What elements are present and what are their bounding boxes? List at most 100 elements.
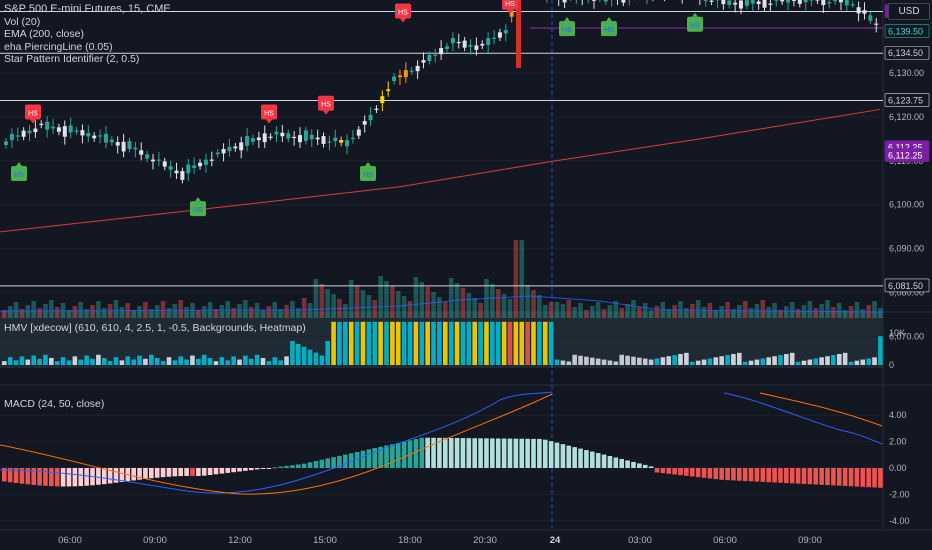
macd-histogram-bar [701, 468, 707, 478]
hmv-bar [595, 358, 601, 365]
volume-bar [443, 302, 448, 318]
volume-bar [678, 301, 683, 318]
pattern-marker-label: HS [321, 102, 331, 109]
macd-histogram-bar [13, 468, 19, 483]
hmv-bar [731, 353, 736, 365]
macd-legend[interactable]: MACD (24, 50, close) [4, 398, 105, 410]
pattern-marker-label: HS [264, 111, 274, 118]
macd-histogram-bar [666, 468, 672, 474]
hmv-bar [684, 352, 689, 365]
hmv-bar [301, 346, 307, 365]
macd-histogram-bar [478, 438, 483, 468]
macd-histogram-bar [572, 447, 577, 468]
candle-body [815, 0, 820, 1]
volume-bar [831, 307, 836, 318]
macd-histogram-bar [490, 438, 495, 468]
hmv-bar [437, 321, 442, 365]
macd-histogram-bar [166, 468, 172, 477]
price-label-text: 6,134.50 [888, 48, 923, 58]
hmv-bar [354, 321, 360, 365]
hmv-bar [419, 321, 425, 365]
pattern-marker-label: HS [398, 10, 408, 17]
volume-bar [343, 304, 348, 318]
candle-body [456, 41, 461, 44]
hmv-bar [707, 358, 713, 365]
hmv-bar [378, 321, 383, 365]
candle-body [409, 70, 414, 72]
candle-body [139, 150, 144, 155]
candle-body [274, 131, 279, 135]
candle-body [68, 125, 73, 133]
candle-body [33, 128, 38, 133]
candle-body [121, 141, 126, 152]
pattern-marker-label: HS [690, 23, 700, 30]
volume-bar [466, 293, 472, 318]
candle-body [250, 138, 255, 142]
volume-bar [689, 304, 695, 318]
hmv-bar [848, 361, 854, 365]
hmv-bar [531, 321, 536, 365]
indicator-ema[interactable]: EMA (200, close) [4, 28, 84, 40]
symbol-title[interactable]: S&P 500 E-mini Futures, 15, CME [4, 3, 171, 15]
currency-button[interactable]: USD [888, 3, 930, 20]
volume-bar [519, 240, 525, 318]
macd-histogram-bar [2, 468, 7, 482]
candle-body [80, 130, 85, 136]
candle-body [809, 0, 814, 1]
macd-histogram-bar [149, 468, 154, 479]
macd-histogram-bar [196, 468, 201, 477]
volume-bar [178, 300, 183, 318]
macd-histogram-bar [307, 462, 313, 468]
volume-bar [360, 290, 366, 318]
volume-bar [84, 309, 89, 318]
indicator-star-pattern[interactable]: Star Pattern Identifier (2, 0.5) [4, 53, 140, 65]
candle-body [133, 147, 138, 150]
hmv-bar [331, 321, 336, 365]
pattern-marker-arrow [507, 9, 513, 14]
hmv-bar [637, 357, 642, 365]
price-tick-label: 6,090.00 [889, 244, 924, 254]
candle-body [339, 140, 344, 143]
hmv-bar [60, 357, 66, 365]
hmv-bar [272, 357, 278, 365]
volume-bar [772, 303, 777, 318]
hmv-bar [648, 359, 654, 365]
hmv-bar [25, 359, 31, 365]
volume-bar [49, 300, 54, 318]
candle-body [286, 133, 291, 139]
macd-histogram-bar [390, 444, 395, 468]
price-label-text: 6,081.50 [888, 281, 923, 291]
hmv-bar [66, 360, 72, 365]
volume-bar [495, 289, 501, 318]
candle-body [562, 0, 567, 3]
volume-bar [631, 300, 636, 318]
hmv-legend[interactable]: HMV [xdecow] (610, 610, 4, 2.5, 1, -0.5,… [4, 322, 306, 334]
macd-histogram-bar [672, 468, 677, 475]
macd-histogram-bar [213, 468, 219, 475]
candle-body [727, 0, 732, 5]
volume-bar [778, 310, 783, 318]
hmv-tick-label: 10K [889, 328, 905, 338]
candle-body [233, 146, 238, 149]
macd-histogram-bar [425, 437, 430, 468]
hmv-bar [348, 321, 354, 365]
candle-body [45, 121, 50, 130]
volume-bar [537, 295, 542, 318]
candle-body [480, 43, 485, 46]
indicator-volume[interactable]: Vol (20) [4, 15, 41, 28]
hmv-bar [296, 343, 301, 365]
volume-bar [548, 302, 554, 318]
candle-body [303, 130, 308, 141]
volume-bar [666, 309, 672, 318]
macd-histogram-bar [319, 459, 325, 468]
indicator-piercing-line[interactable]: eha PiercingLine (0.05) [4, 40, 113, 53]
volume-bar [766, 307, 771, 318]
volume-bar [160, 301, 166, 318]
macd-histogram-bar [137, 468, 142, 480]
macd-histogram-bar [378, 446, 383, 468]
hmv-bar [748, 360, 754, 365]
macd-histogram-bar [19, 468, 25, 484]
volume-bar [390, 286, 395, 318]
